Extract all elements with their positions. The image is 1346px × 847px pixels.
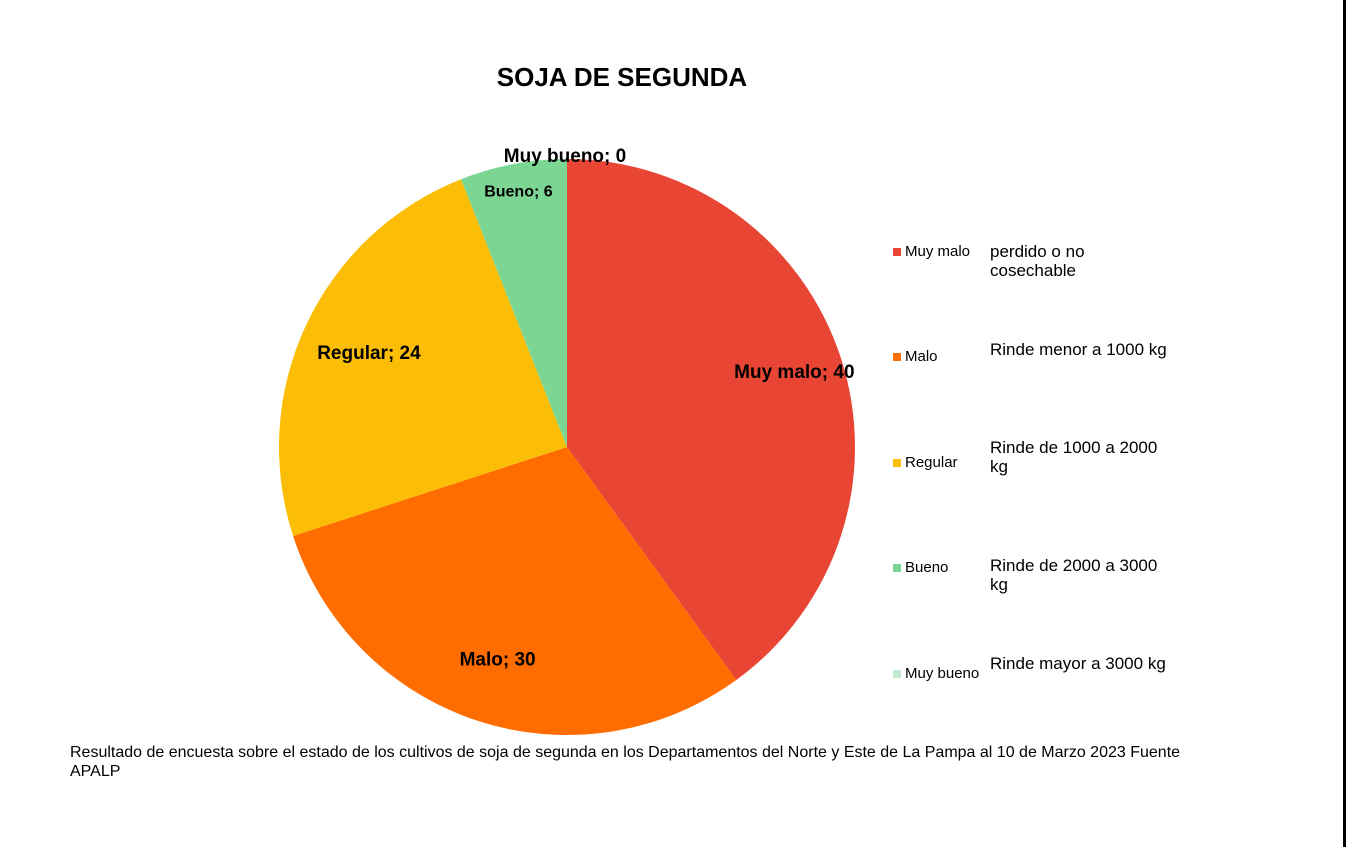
legend-label-bueno: Bueno	[905, 559, 949, 576]
chart-title: SOJA DE SEGUNDA	[496, 62, 748, 92]
legend-label-malo: Malo	[905, 348, 938, 365]
legend-description-malo: Rinde menor a 1000 kg	[990, 340, 1167, 359]
legend-label-regular: Regular	[905, 454, 958, 471]
legend-label-muy-malo: Muy malo	[905, 243, 971, 260]
legend-label-muy-bueno: Muy bueno	[905, 665, 980, 682]
legend-description-regular: Rinde de 1000 a 2000 kg	[990, 438, 1158, 476]
data-label-muy-bueno: Muy bueno; 0	[504, 146, 626, 167]
data-label-muy-malo: Muy malo; 40	[734, 362, 854, 383]
pie-slice-muy-malo	[567, 159, 856, 680]
legend-swatch-malo	[893, 353, 901, 361]
legend-description-muy-bueno: Rinde mayor a 3000 kg	[990, 654, 1166, 673]
pie-slice-malo	[293, 447, 737, 735]
pie-slice-regular	[279, 179, 567, 536]
legend-swatch-muy-malo	[893, 248, 901, 256]
legend-swatch-regular	[893, 459, 901, 467]
legend-description-bueno: Rinde de 2000 a 3000 kg	[990, 556, 1158, 594]
legend-description-muy-malo: perdido o no cosechable	[990, 242, 1085, 280]
data-label-malo: Malo; 30	[460, 650, 536, 671]
chart-footnote: Resultado de encuesta sobre el estado de…	[70, 744, 1181, 780]
data-label-regular: Regular; 24	[317, 343, 421, 364]
data-label-bueno: Bueno; 6	[484, 184, 553, 201]
legend-swatch-muy-bueno	[893, 670, 901, 678]
legend-swatch-bueno	[893, 564, 901, 572]
pie-slice-bueno	[460, 159, 567, 447]
